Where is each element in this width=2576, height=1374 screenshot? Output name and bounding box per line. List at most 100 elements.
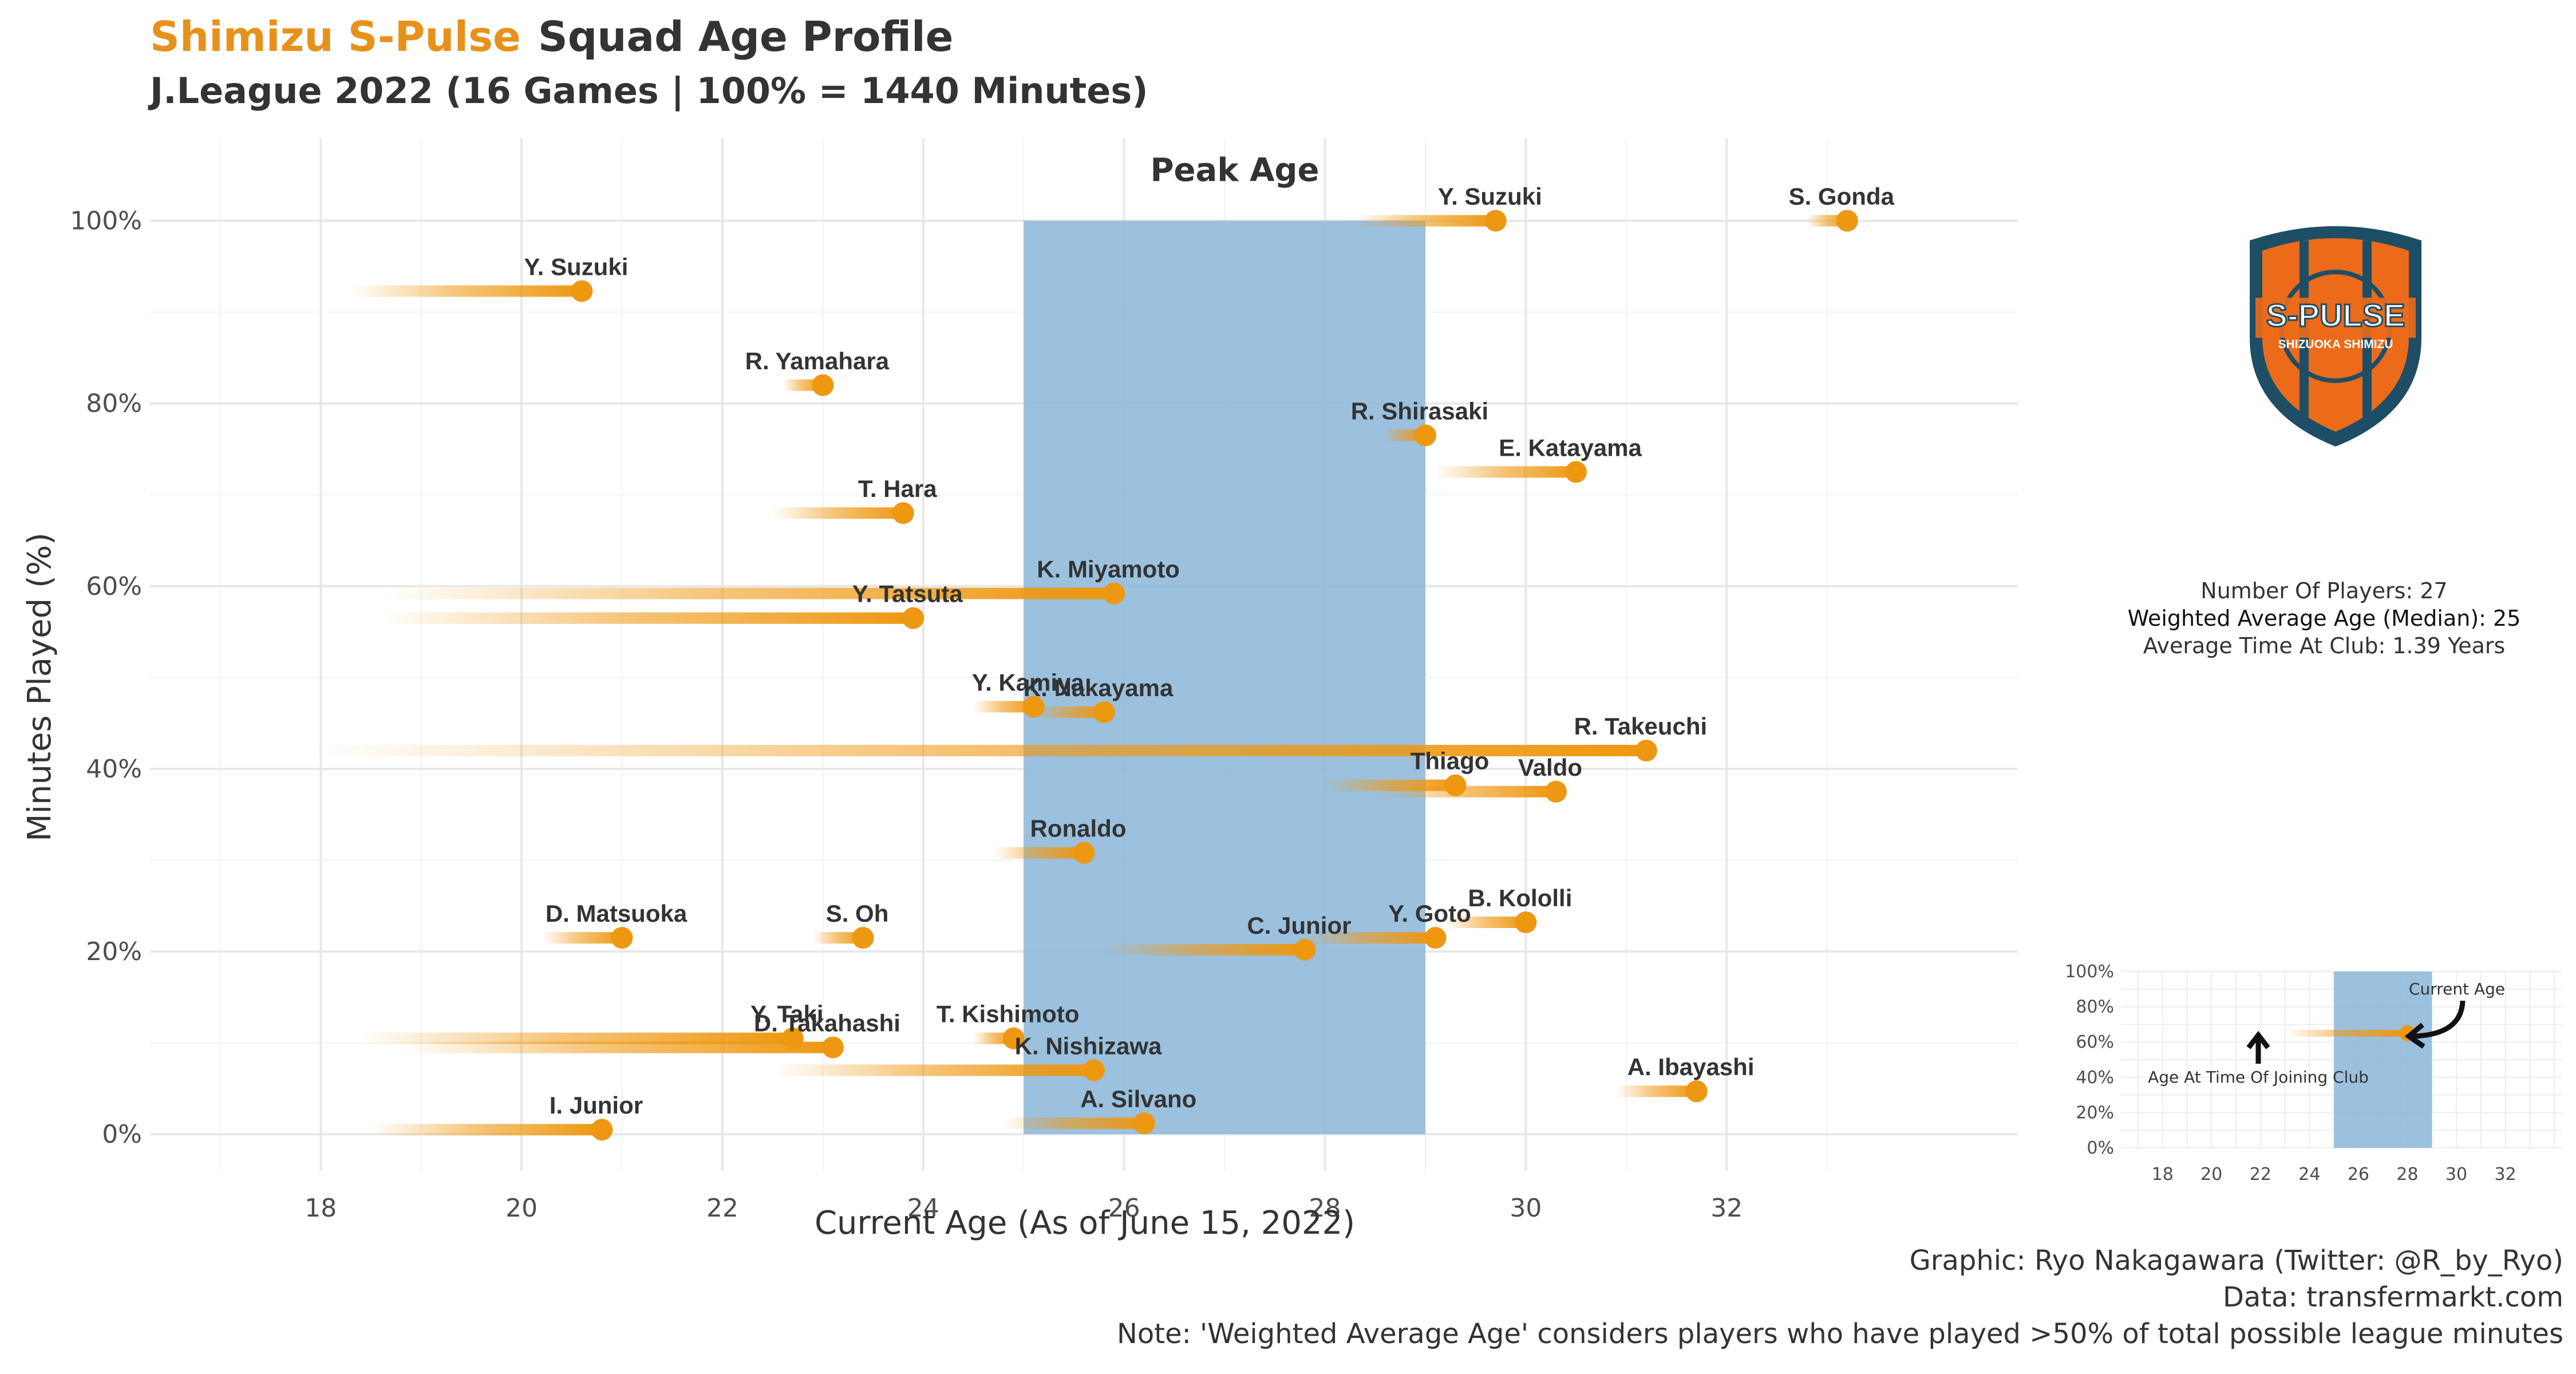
player-label: T. Kishimoto (937, 1001, 1080, 1028)
player-label: Y. Tatsuta (852, 581, 963, 607)
player-point (1545, 780, 1567, 803)
caption: Graphic: Ryo Nakagawara (Twitter: @R_by_… (1117, 1242, 2563, 1352)
player-label: I. Junior (550, 1092, 643, 1119)
tenure-segment (772, 507, 903, 519)
inset-y-tick-label: 80% (2076, 997, 2114, 1017)
x-tick-label: 22 (706, 1194, 738, 1223)
chart-subtitle: J.League 2022 (16 Games | 100% = 1440 Mi… (150, 70, 1148, 112)
inset-x-tick-label: 18 (2152, 1164, 2174, 1185)
tenure-segment (310, 745, 1646, 757)
title-club-name: Shimizu S-Pulse (150, 13, 521, 61)
x-tick-label: 24 (907, 1194, 939, 1223)
inset-x-tick-label: 30 (2445, 1164, 2467, 1185)
player-point (1002, 1027, 1025, 1049)
peak-age-label: Peak Age (1151, 152, 1319, 189)
player-label: S. Gonda (1789, 183, 1895, 210)
inset-x-tick-label: 22 (2250, 1164, 2271, 1185)
tenure-segment (1616, 1085, 1697, 1097)
player-point (902, 607, 924, 629)
inset-y-tick-label: 60% (2076, 1032, 2114, 1052)
inset-peak-band (2334, 972, 2432, 1148)
player-point (1635, 740, 1657, 762)
tenure-segment (772, 1064, 1095, 1076)
inset-x-tick-label: 20 (2200, 1164, 2222, 1185)
player-point (1103, 582, 1125, 605)
inset-y-tick-label: 20% (2076, 1103, 2114, 1123)
player-label: Y. Goto (1388, 900, 1471, 927)
player-label: Y. Taki (750, 1001, 824, 1028)
tenure-segment (973, 701, 1034, 713)
player-points (571, 210, 1858, 1141)
player-label: Thiago (1411, 748, 1490, 775)
y-tick-label: 0% (102, 1120, 142, 1149)
player-label: K. Miyamoto (1037, 556, 1180, 583)
crest-text-main: S-PULSE (2266, 297, 2405, 333)
inset-y-tick-label: 40% (2076, 1068, 2114, 1088)
player-label: Valdo (1518, 754, 1582, 781)
player-label: Y. Kamiya (972, 669, 1085, 696)
player-point (1444, 774, 1467, 796)
player-point (1133, 1112, 1155, 1135)
x-tick-label: 26 (1108, 1194, 1140, 1223)
player-label: Y. Suzuki (524, 253, 628, 280)
club-logo: S-PULSE SHIZUOKA SHIMIZU (2250, 226, 2421, 447)
tenure-segment (1445, 917, 1526, 929)
caption-note: Note: 'Weighted Average Age' considers p… (1116, 1318, 2563, 1350)
tenure-segment (1435, 466, 1577, 478)
player-point (781, 1027, 804, 1049)
player-point (1515, 911, 1537, 934)
legend-inset-chart: 18 20 22 24 26 28 30 32 0% 20% 40% 60% 80% 100% Curre… (2065, 953, 2562, 1185)
player-label: C. Junior (1247, 912, 1351, 939)
tenure-segment (1355, 215, 1496, 227)
x-tick-label: 30 (1510, 1194, 1542, 1223)
player-label: R. Yamahara (745, 348, 890, 374)
inset-peak-rect (2334, 972, 2432, 1148)
tenure-segment (993, 847, 1084, 859)
peak-age-band (1024, 220, 1425, 1135)
tenure-segments (310, 215, 1847, 1136)
player-point (571, 280, 593, 302)
player-label: B. Kololli (1468, 885, 1572, 911)
inset-x-tick-label: 26 (2348, 1164, 2369, 1185)
player-label: E. Katayama (1499, 434, 1642, 461)
player-label: K. Nakayama (1024, 674, 1174, 701)
player-label: A. Ibayashi (1627, 1053, 1755, 1080)
tenure-segment (542, 932, 622, 944)
player-label: S. Oh (826, 900, 889, 927)
tenure-segment (1305, 932, 1436, 944)
inset-x-tick-label: 24 (2298, 1164, 2320, 1185)
player-point (1685, 1080, 1708, 1103)
y-tick-label: 20% (86, 937, 142, 966)
inset-y-tick-label: 0% (2087, 1138, 2114, 1158)
tenure-segment (370, 1124, 602, 1136)
player-label: Y. Suzuki (1438, 183, 1542, 210)
stat-number-of-players: Number Of Players: 27 (2200, 578, 2448, 603)
tenure-segment (812, 932, 863, 944)
inset-arrowhead-current (2404, 1022, 2425, 1049)
y-tick-label: 100% (70, 207, 142, 236)
player-label: R. Takeuchi (1574, 713, 1708, 740)
player-point (1414, 424, 1436, 447)
player-point (1836, 210, 1858, 232)
player-point (1073, 842, 1095, 864)
caption-credit: Graphic: Ryo Nakagawara (Twitter: @R_by_… (1909, 1245, 2563, 1277)
y-axis-title: Minutes Played (%) (21, 532, 58, 842)
player-label: T. Hara (858, 475, 937, 502)
caption-source: Data: transfermarkt.com (2222, 1281, 2563, 1313)
axes: 18 20 22 24 26 28 30 32 0% 20% 40% 60% 80% 100% (70, 207, 1743, 1223)
chart-title: Shimizu S-Pulse Squad Age Profile (150, 13, 953, 61)
inset-joining-age-label: Age At Time Of Joining Club (2148, 1068, 2369, 1087)
player-point (1294, 938, 1316, 961)
inset-axes: 18 20 22 24 26 28 30 32 0% 20% 40% 60% 80% 100% (2065, 962, 2516, 1185)
x-tick-label: 18 (305, 1194, 337, 1223)
peak-age-rect (1024, 220, 1425, 1135)
inset-arrowhead-joined (2246, 1030, 2270, 1049)
x-tick-label: 20 (505, 1194, 538, 1223)
player-point (1484, 210, 1507, 232)
inset-y-tick-label: 100% (2065, 962, 2114, 982)
inset-x-tick-label: 28 (2396, 1164, 2418, 1185)
squad-stats: Number Of Players: 27 Weighted Average A… (2038, 577, 2576, 660)
x-tick-label: 32 (1710, 1194, 1743, 1223)
x-tick-label: 28 (1309, 1194, 1341, 1223)
player-point (821, 1036, 844, 1059)
